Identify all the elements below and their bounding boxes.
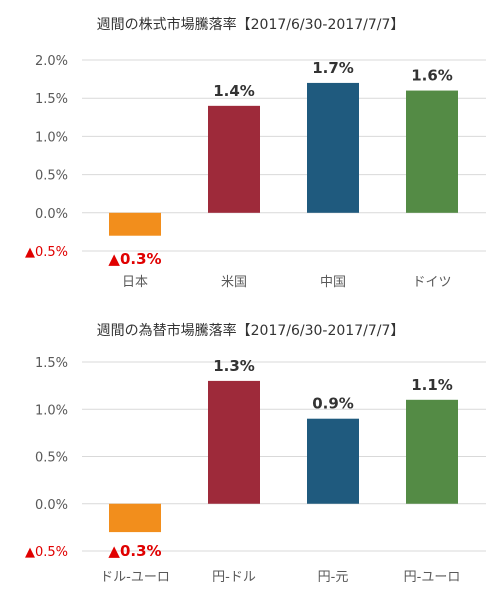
- bar-3: [307, 82, 359, 213]
- y-tick-label: ▲0.5%: [25, 245, 68, 260]
- y-tick-label: 1.5%: [35, 356, 68, 371]
- category-label: ドル-ユーロ: [100, 570, 170, 585]
- bar-4: [406, 399, 458, 504]
- bar-2: [208, 105, 260, 213]
- y-tick-label: 0.0%: [35, 498, 68, 513]
- category-label: 円-ユーロ: [404, 570, 461, 585]
- y-tick-label: 0.0%: [35, 207, 68, 222]
- data-label: 1.4%: [213, 82, 255, 100]
- category-label: 中国: [320, 275, 346, 290]
- category-label: 日本: [122, 275, 148, 290]
- data-label: 1.6%: [411, 67, 453, 85]
- y-tick-label: 2.0%: [35, 54, 68, 69]
- fx-market-chart-plot: 1.5% 1.0% 0.5% 0.0% ▲0.5% ▲0.3% ドル-ユーロ 1.3% 円-ドル…: [25, 356, 486, 585]
- bar-3: [307, 418, 359, 504]
- y-tick-label: 1.5%: [35, 92, 68, 107]
- data-label: 1.7%: [312, 59, 354, 77]
- bar-1: [109, 503, 161, 533]
- bar-2: [208, 380, 260, 504]
- data-label: ▲0.3%: [108, 542, 161, 560]
- data-label: 1.1%: [411, 376, 453, 394]
- category-label: 米国: [221, 275, 247, 290]
- y-tick-label: 0.5%: [35, 451, 68, 466]
- chart-title: 週間の株式市場騰落率【2017/6/30-2017/7/7】: [96, 17, 405, 33]
- y-tick-label: 1.0%: [35, 130, 68, 145]
- y-tick-label: 1.0%: [35, 403, 68, 418]
- data-label: ▲0.3%: [108, 250, 161, 268]
- data-label: 0.9%: [312, 395, 354, 413]
- bar-4: [406, 90, 458, 213]
- data-label: 1.3%: [213, 357, 255, 375]
- bar-1: [109, 212, 161, 236]
- fx-market-chart: 週間の為替市場騰落率【2017/6/30-2017/7/7】 1.5% 1.0% 0…: [0, 306, 501, 598]
- category-label: 円-ドル: [212, 570, 256, 585]
- chart-title: 週間の為替市場騰落率【2017/6/30-2017/7/7】: [96, 323, 405, 339]
- category-label: 円-元: [318, 570, 349, 585]
- y-tick-label: ▲0.5%: [25, 545, 68, 560]
- stock-market-chart-plot: 2.0% 1.5% 1.0% 0.5% 0.0% ▲0.5% ▲0.3% 日本 1.4% 米国 1.…: [25, 54, 486, 290]
- stock-market-chart: 週間の株式市場騰落率【2017/6/30-2017/7/7】 2.0% 1.5% 1…: [0, 0, 501, 296]
- y-tick-label: 0.5%: [35, 169, 68, 184]
- category-label: ドイツ: [412, 275, 451, 290]
